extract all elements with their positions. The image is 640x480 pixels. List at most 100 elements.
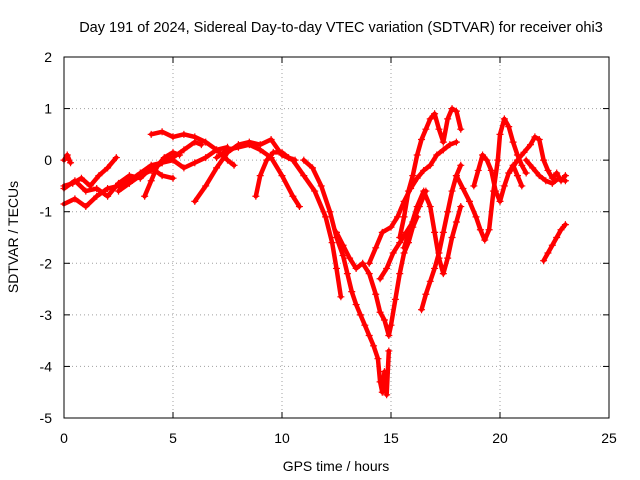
data-point (158, 128, 166, 136)
series-arc-i (213, 141, 303, 211)
data-point (394, 213, 402, 221)
data-point (544, 249, 552, 257)
data-point (333, 228, 340, 236)
data-point (176, 151, 184, 159)
y-tick-label: -2 (40, 255, 53, 271)
data-point (496, 130, 504, 138)
data-point (125, 172, 133, 180)
data-point (548, 241, 556, 249)
x-tick-label: 15 (383, 430, 399, 446)
data-point (448, 234, 456, 241)
data-point (520, 148, 528, 156)
data-point (507, 166, 515, 174)
data-point (481, 236, 489, 244)
data-point (444, 115, 452, 123)
data-point (230, 161, 238, 169)
data-point (485, 226, 493, 234)
data-point (418, 306, 426, 314)
data-point (476, 226, 484, 234)
data-point (435, 249, 443, 257)
plot-frame (63, 56, 610, 419)
data-point (500, 182, 508, 190)
data-point (391, 295, 399, 303)
data-point (256, 172, 264, 180)
data-point (420, 166, 428, 174)
data-point (496, 197, 504, 205)
data-point (191, 133, 199, 141)
data-point (470, 182, 478, 190)
data-point (474, 166, 482, 174)
series-trace (366, 139, 459, 266)
data-point (348, 288, 356, 296)
data-point (326, 208, 334, 216)
data-point (376, 308, 384, 316)
data-point (483, 156, 491, 164)
data-point (561, 221, 569, 229)
data-point (333, 264, 340, 272)
series-trace (454, 116, 529, 243)
data-point (389, 249, 397, 257)
data-point (93, 185, 101, 193)
y-tick-label: 2 (44, 49, 52, 65)
data-point (431, 264, 439, 272)
data-point (372, 244, 380, 252)
data-point (361, 321, 369, 329)
data-point (529, 164, 537, 172)
data-point (245, 141, 253, 149)
y-tick-labels: -5 -4 -3 -2 -1 0 1 2 (40, 49, 53, 426)
data-point (213, 164, 221, 172)
data-point (339, 241, 347, 249)
data-point (422, 125, 430, 133)
data-point (396, 234, 404, 241)
data-point (413, 203, 421, 211)
chart-title: Day 191 of 2024, Sidereal Day-to-day VTE… (79, 20, 603, 36)
data-point (418, 136, 426, 144)
data-point (446, 141, 454, 149)
data-point (372, 290, 380, 298)
data-point (448, 105, 456, 113)
data-point (439, 138, 447, 146)
data-point (309, 164, 317, 172)
data-point (409, 172, 417, 180)
data-point (343, 270, 351, 278)
data-point (82, 203, 90, 211)
x-tick-label: 0 (60, 430, 68, 446)
y-tick-label: -1 (40, 204, 53, 220)
data-point (125, 179, 133, 187)
data-point (169, 156, 177, 164)
data-point (112, 154, 120, 162)
data-point (452, 107, 460, 115)
data-point (378, 388, 386, 396)
data-point (540, 257, 548, 265)
data-point (180, 130, 188, 138)
series-arc-j (252, 148, 299, 200)
data-point (339, 252, 347, 260)
data-point (256, 146, 264, 154)
series-trace (541, 222, 568, 263)
data-point (147, 177, 155, 185)
series-trace (419, 163, 464, 312)
data-point (104, 192, 112, 200)
data-point (522, 156, 530, 164)
x-tick-label: 5 (169, 430, 177, 446)
data-point (191, 197, 199, 205)
x-tick-labels: 0 5 10 15 20 25 (60, 430, 617, 446)
series-trace (192, 137, 344, 300)
data-point (420, 187, 428, 195)
series-arc-u (522, 156, 569, 187)
data-point (435, 125, 443, 133)
data-point (494, 156, 502, 164)
series-trace (508, 134, 568, 184)
y-axis-label: SDTVAR / TECUs (5, 181, 21, 293)
data-point (439, 228, 447, 236)
data-point (542, 177, 550, 185)
y-tick-label: -5 (40, 410, 53, 426)
series-trace (401, 188, 464, 276)
data-point (439, 270, 447, 278)
data-point (356, 311, 364, 319)
data-point (311, 187, 319, 195)
data-point (169, 133, 177, 141)
data-point (346, 254, 354, 262)
